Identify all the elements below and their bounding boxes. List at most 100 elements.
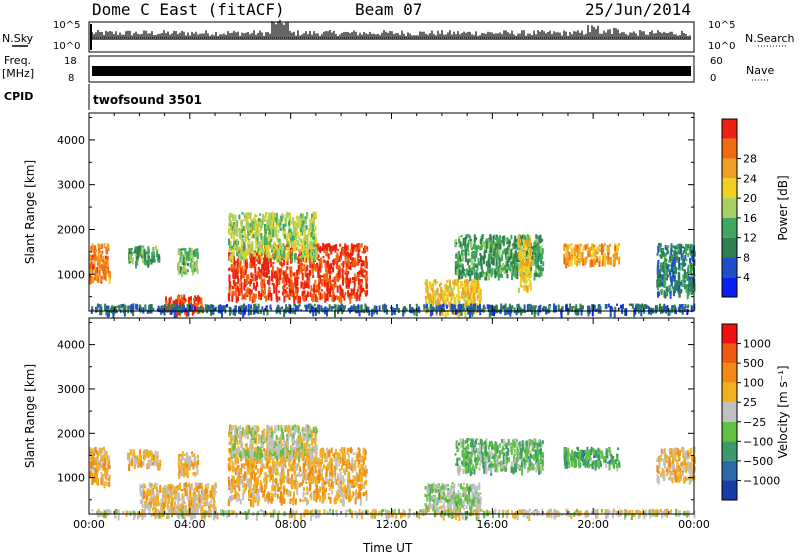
echo-cell bbox=[97, 452, 100, 456]
echo-cell bbox=[232, 247, 235, 256]
echo-cell bbox=[149, 499, 152, 502]
echo-cell bbox=[248, 288, 251, 295]
echo-cell bbox=[312, 217, 314, 223]
echo-cell bbox=[332, 306, 334, 309]
echo-cell bbox=[487, 242, 490, 249]
echo-cell bbox=[506, 268, 508, 274]
echo-cell bbox=[103, 267, 106, 274]
echo-cell bbox=[189, 457, 192, 465]
noise-left-bottom: 10^0 bbox=[53, 41, 80, 52]
echo-cell bbox=[515, 309, 518, 316]
echo-cell bbox=[105, 477, 108, 481]
echo-cell bbox=[154, 450, 157, 459]
echo-cell bbox=[152, 251, 155, 255]
echo-cell bbox=[614, 252, 617, 257]
echo-cell bbox=[280, 270, 283, 275]
echo-cell bbox=[501, 267, 504, 272]
echo-cell bbox=[214, 485, 216, 490]
echo-cell bbox=[268, 236, 271, 242]
echo-cell bbox=[286, 233, 289, 239]
echo-cell bbox=[571, 306, 574, 313]
echo-cell bbox=[184, 489, 187, 497]
echo-cell bbox=[189, 253, 192, 257]
echo-cell bbox=[91, 479, 94, 485]
echo-cell bbox=[264, 235, 267, 243]
echo-cell bbox=[405, 308, 408, 311]
echo-cell bbox=[464, 291, 467, 297]
echo-cell bbox=[198, 490, 201, 493]
echo-region bbox=[89, 446, 111, 489]
echo-cell bbox=[249, 295, 252, 301]
echo-cell bbox=[241, 212, 244, 215]
echo-cell bbox=[94, 468, 97, 475]
echo-cell bbox=[269, 220, 272, 229]
echo-cell bbox=[500, 240, 503, 244]
echo-cell bbox=[289, 228, 291, 235]
echo-cell bbox=[687, 304, 690, 308]
echo-cell bbox=[258, 255, 261, 263]
plot-title: Dome C East (fitACF) bbox=[92, 0, 285, 19]
echo-cell bbox=[90, 309, 93, 314]
echo-cell bbox=[91, 266, 94, 274]
echo-cell bbox=[614, 306, 617, 312]
echo-cell bbox=[498, 249, 501, 257]
echo-cell bbox=[266, 280, 269, 285]
echo-cell bbox=[365, 270, 368, 276]
echo-cell bbox=[185, 471, 188, 477]
echo-cell bbox=[139, 455, 142, 460]
echo-cell bbox=[150, 303, 153, 309]
echo-cell bbox=[191, 454, 194, 458]
echo-cell bbox=[300, 309, 303, 312]
echo-cell bbox=[265, 251, 268, 257]
echo-cell bbox=[469, 299, 472, 303]
echo-cell bbox=[475, 280, 477, 287]
echo-cell bbox=[473, 300, 476, 304]
echo-cell bbox=[307, 228, 310, 236]
echo-cell bbox=[101, 455, 104, 461]
echo-cell bbox=[268, 275, 271, 284]
colorbar-tick-label: 20 bbox=[743, 192, 757, 205]
echo-cell bbox=[199, 306, 202, 311]
echo-cell bbox=[540, 245, 543, 254]
echo-cell bbox=[396, 304, 398, 309]
echo-cell bbox=[455, 283, 458, 286]
colorbar-tick-label: 8 bbox=[743, 251, 750, 264]
echo-cell bbox=[516, 304, 519, 309]
echo-cell bbox=[364, 269, 366, 273]
echo-cell bbox=[324, 294, 327, 302]
echo-cell bbox=[507, 308, 510, 315]
echo-cell bbox=[105, 451, 108, 457]
echo-cell bbox=[584, 244, 587, 251]
echo-cell bbox=[327, 308, 330, 311]
echo-cell bbox=[100, 458, 102, 462]
echo-cell bbox=[297, 256, 300, 264]
echo-cell bbox=[234, 240, 237, 245]
echo-cell bbox=[284, 245, 286, 251]
echo-cell bbox=[267, 219, 270, 226]
echo-cell bbox=[258, 294, 260, 300]
echo-cell bbox=[512, 243, 515, 250]
echo-cell bbox=[309, 246, 312, 250]
echo-cell bbox=[319, 292, 322, 300]
echo-cell bbox=[244, 292, 247, 300]
echo-cell bbox=[330, 270, 333, 275]
echo-cell bbox=[288, 288, 291, 296]
echo-cell bbox=[228, 252, 231, 259]
echo-cell bbox=[184, 505, 187, 511]
echo-cell bbox=[307, 284, 310, 289]
echo-cell bbox=[120, 304, 123, 309]
echo-cell bbox=[290, 266, 293, 270]
echo-cell bbox=[480, 271, 483, 278]
echo-cell bbox=[497, 273, 500, 281]
echo-cell bbox=[187, 303, 190, 312]
echo-cell bbox=[578, 258, 581, 264]
echo-cell bbox=[103, 481, 106, 489]
echo-cell bbox=[339, 284, 342, 289]
echo-cell bbox=[534, 241, 537, 246]
echo-cell bbox=[90, 468, 93, 472]
echo-cell bbox=[602, 255, 605, 262]
echo-cell bbox=[462, 267, 465, 274]
echo-cell bbox=[306, 213, 309, 219]
echo-cell bbox=[463, 283, 466, 287]
